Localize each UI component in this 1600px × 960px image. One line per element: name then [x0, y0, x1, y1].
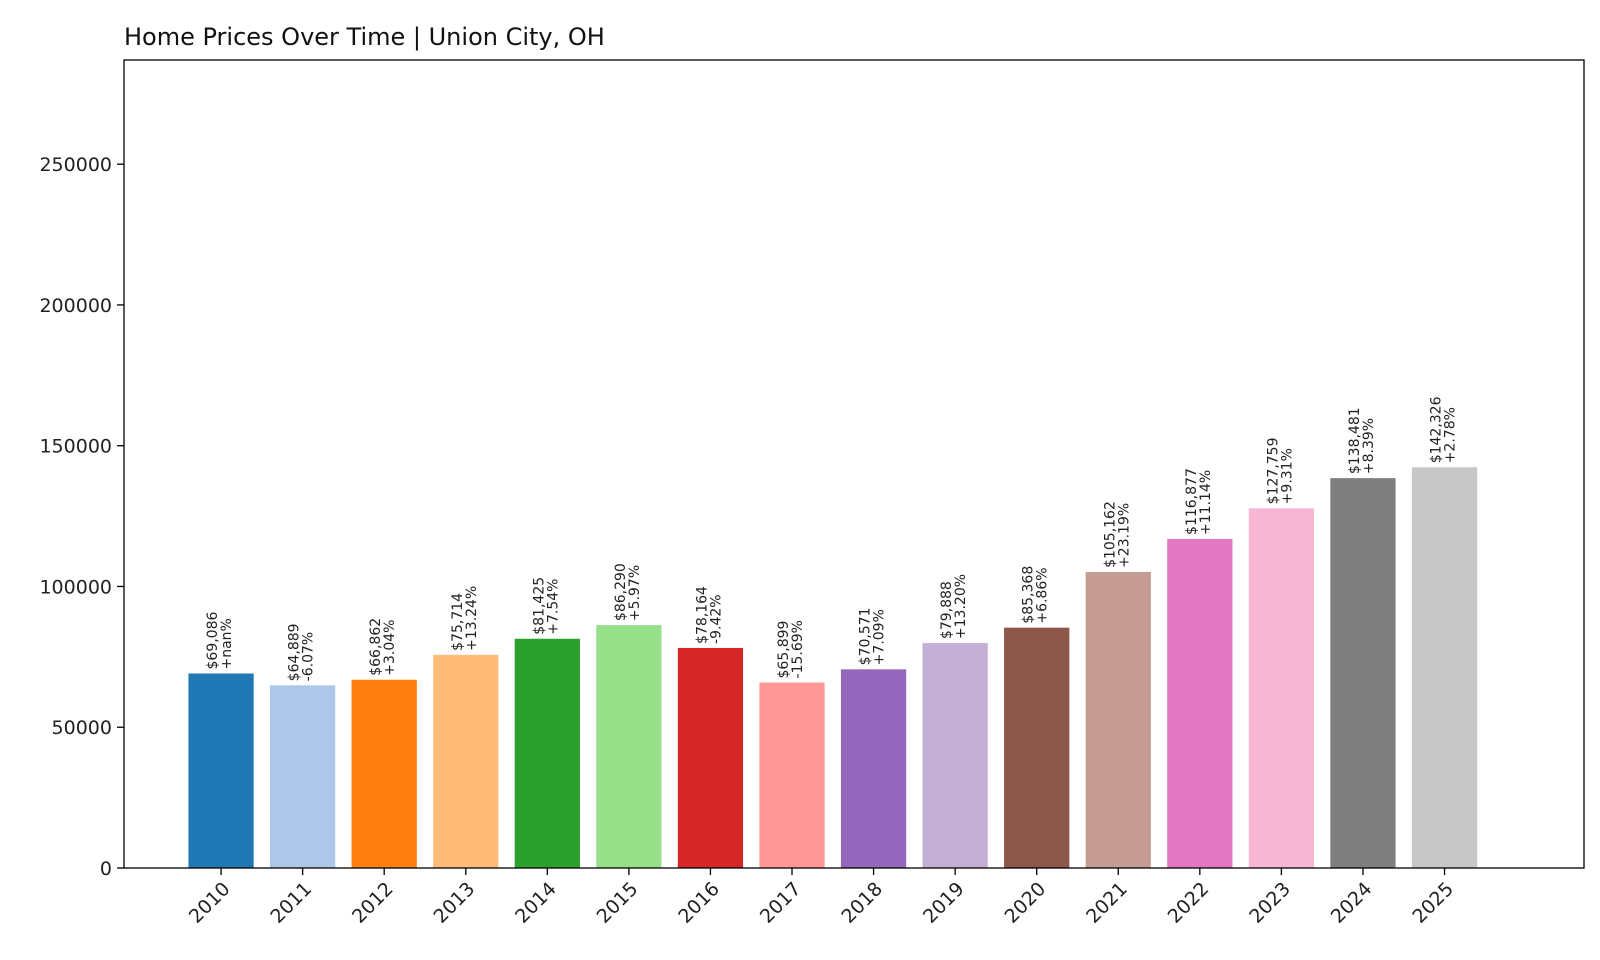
bar-change-label: +nan%: [219, 618, 235, 669]
y-tick-label: 50000: [52, 717, 112, 739]
bar-2014: [514, 638, 580, 868]
bar-change-label: +23.19%: [1116, 503, 1132, 568]
x-tick-label: 2013: [430, 878, 480, 928]
y-tick-label: 200000: [39, 295, 112, 317]
bar-value-label: $75,714: [450, 593, 466, 651]
bar-2010: [188, 673, 254, 868]
bar-change-label: +7.09%: [872, 609, 888, 665]
bar-change-label: +7.54%: [545, 579, 561, 635]
bar-2012: [351, 679, 417, 868]
bar-2018: [840, 669, 907, 868]
x-tick-label: 2012: [348, 878, 398, 928]
bar-2021: [1085, 571, 1151, 868]
bar-change-label: +13.24%: [464, 586, 480, 651]
bar-value-label: $70,571: [858, 607, 874, 665]
bar-value-label: $142,326: [1429, 396, 1445, 463]
x-tick-label: 2015: [593, 878, 643, 928]
bar-value-label: $116,877: [1184, 468, 1200, 535]
bar-2020: [1004, 627, 1070, 868]
plot-frame: [123, 59, 1585, 869]
bar-change-label: +3.04%: [382, 620, 398, 676]
bar-2013: [433, 654, 499, 868]
chart-title: Home Prices Over Time | Union City, OH: [124, 23, 605, 51]
bar-value-label: $78,164: [694, 586, 710, 644]
bar-change-label: +11.14%: [1198, 470, 1214, 535]
bar-2025: [1411, 467, 1478, 868]
x-tick-label: 2018: [837, 878, 887, 928]
y-tick-label: 150000: [39, 436, 112, 458]
bar-value-label: $81,425: [531, 577, 547, 635]
bar-value-label: $85,368: [1021, 566, 1037, 624]
bar-value-label: $86,290: [613, 563, 629, 621]
y-tick-label: 0: [100, 858, 112, 880]
x-tick-label: 2017: [756, 878, 806, 928]
bar-change-label: -9.42%: [708, 594, 724, 644]
x-axis: 2010 2011 2012 2013 2014 2015 2016 2017 2018 2019…: [185, 868, 1458, 928]
bar-value-label: $79,888: [939, 581, 955, 639]
bar-value-label: $127,759: [1265, 438, 1281, 505]
bar-2015: [596, 625, 662, 868]
bar-2017: [759, 682, 825, 868]
bar-change-label: +8.39%: [1361, 418, 1377, 474]
bar-2023: [1248, 508, 1315, 868]
x-tick-label: 2019: [919, 878, 969, 928]
y-tick-label: 100000: [39, 576, 112, 598]
bar-value-label: $65,899: [776, 621, 792, 679]
x-tick-label: 2023: [1245, 878, 1295, 928]
bar-value-label: $69,086: [205, 612, 221, 670]
x-tick-label: 2021: [1082, 878, 1132, 928]
x-tick-label: 2020: [1000, 878, 1050, 928]
bar-change-label: +9.31%: [1279, 448, 1295, 504]
bar-2024: [1330, 478, 1396, 868]
x-tick-label: 2011: [266, 878, 316, 928]
bar-2022: [1167, 538, 1233, 868]
bar-change-label: -6.07%: [301, 632, 317, 682]
bar-2016: [677, 647, 744, 868]
bar-2019: [922, 643, 988, 868]
bar-value-label: $105,162: [1102, 501, 1118, 568]
bar-change-label: +5.97%: [627, 565, 643, 621]
x-tick-label: 2024: [1327, 878, 1377, 928]
x-tick-label: 2014: [511, 878, 561, 928]
y-axis: 0 50000 100000 150000 200000 250000: [39, 154, 124, 880]
bar-change-label: +13.20%: [953, 574, 969, 639]
bars-group: $69,086+nan% $64,889-6.07% $66,862+3.04% $7…: [188, 396, 1478, 868]
bar-2011: [270, 685, 336, 868]
bar-change-label: +2.78%: [1443, 407, 1459, 463]
x-tick-label: 2022: [1164, 878, 1214, 928]
bar-value-label: $138,481: [1347, 407, 1363, 474]
x-tick-label: 2025: [1408, 878, 1458, 928]
bar-change-label: -15.69%: [790, 620, 806, 678]
bar-value-label: $64,889: [287, 623, 303, 681]
y-tick-label: 250000: [39, 154, 112, 176]
bar-change-label: +6.86%: [1035, 567, 1051, 623]
x-tick-label: 2010: [185, 878, 235, 928]
bar-value-label: $66,862: [368, 618, 384, 676]
x-tick-label: 2016: [674, 878, 724, 928]
